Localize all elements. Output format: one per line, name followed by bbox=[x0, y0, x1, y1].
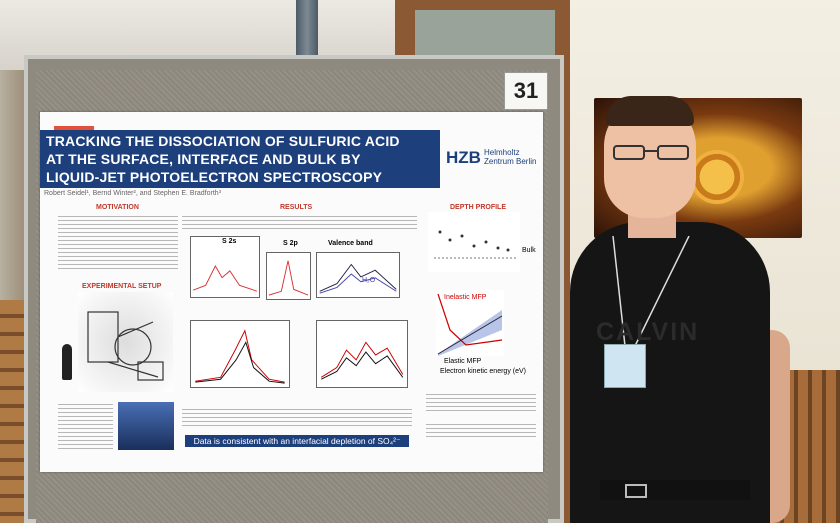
section-results: RESULTS bbox=[280, 204, 313, 211]
conclusion-banner: Data is consistent with an interfacial d… bbox=[185, 435, 409, 447]
label-s2p: S 2p bbox=[283, 240, 298, 247]
liquid-jet-photo bbox=[118, 402, 174, 450]
experimental-setup-diagram bbox=[78, 292, 173, 392]
scientific-poster: TRACKING THE DISSOCIATION OF SULFURIC AC… bbox=[40, 112, 543, 472]
curtain bbox=[296, 0, 318, 60]
label-bulk: Bulk bbox=[522, 247, 536, 254]
label-electron-ke: Electron kinetic energy (eV) bbox=[440, 368, 526, 375]
results-bottom-text bbox=[182, 407, 412, 427]
section-experimental-setup: EXPERIMENTAL SETUP bbox=[82, 283, 162, 290]
label-h2o: H₂O bbox=[362, 277, 376, 284]
belt-buckle bbox=[625, 484, 647, 498]
results-text bbox=[182, 214, 417, 232]
label-elastic-mfp: Elastic MFP bbox=[444, 358, 482, 365]
poster-title-bar: TRACKING THE DISSOCIATION OF SULFURIC AC… bbox=[40, 130, 440, 188]
person-black-tshirt bbox=[570, 222, 770, 523]
poster-title-line-2: AT THE SURFACE, INTERFACE AND BULK BY bbox=[46, 151, 361, 167]
hzb-logo: HZB bbox=[446, 148, 481, 167]
hzb-name-line-1: Helmholtz bbox=[484, 148, 520, 157]
plot-s2s bbox=[190, 236, 260, 298]
section-depth-profile: DEPTH PROFILE bbox=[450, 204, 507, 211]
name-badge bbox=[604, 344, 646, 388]
label-s2s: S 2s bbox=[222, 238, 237, 245]
plot-s2p bbox=[266, 252, 311, 300]
plot-valence-band bbox=[316, 252, 400, 298]
poster-title-line-3: LIQUID-JET PHOTOELECTRON SPECTROSCOPY bbox=[46, 169, 383, 185]
plot-fit-right bbox=[316, 320, 408, 388]
hzb-logo-name: Helmholtz Zentrum Berlin bbox=[484, 148, 536, 166]
label-valence-band: Valence band bbox=[328, 240, 373, 247]
person-hair bbox=[606, 96, 694, 126]
human-scale-figure bbox=[62, 344, 72, 380]
label-inelastic-mfp: Inelastic MFP bbox=[444, 294, 487, 301]
artwork-sun-motif bbox=[690, 150, 744, 204]
references-text bbox=[426, 422, 536, 438]
shirt-logo: CALVIN bbox=[596, 318, 700, 346]
glasses-icon bbox=[613, 145, 689, 160]
lanyard bbox=[612, 236, 690, 347]
setup-text bbox=[58, 402, 113, 452]
motivation-text bbox=[58, 214, 178, 272]
plot-mfp bbox=[436, 290, 504, 356]
belt bbox=[600, 480, 750, 500]
poster-authors: Robert Seidel¹, Bernd Winter², and Steph… bbox=[44, 190, 222, 197]
hzb-name-line-2: Zentrum Berlin bbox=[484, 157, 537, 166]
board-number: 31 bbox=[504, 72, 548, 110]
plot-fit-left bbox=[190, 320, 290, 388]
depth-profile-text bbox=[426, 392, 536, 414]
poster-title-line-1: TRACKING THE DISSOCIATION OF SULFURIC AC… bbox=[46, 133, 400, 149]
plot-depth-profile bbox=[428, 212, 520, 272]
title-accent-line bbox=[54, 126, 94, 130]
section-motivation: MOTIVATION bbox=[96, 204, 139, 211]
